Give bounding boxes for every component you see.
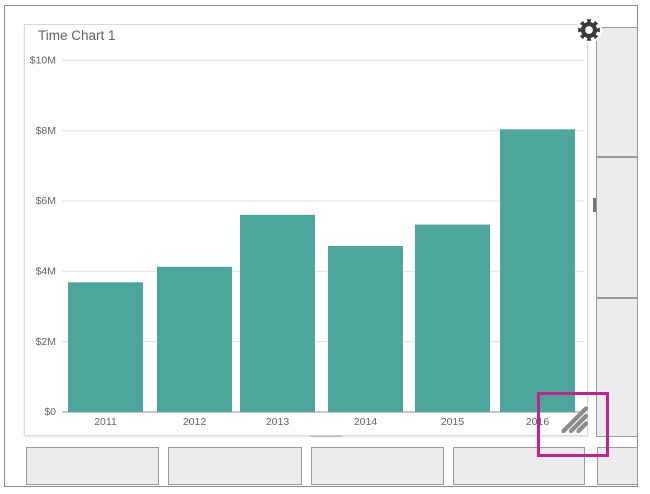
- svg-text:$8M: $8M: [36, 125, 56, 137]
- svg-text:2014: 2014: [354, 416, 378, 428]
- svg-text:2012: 2012: [183, 416, 207, 428]
- svg-text:2011: 2011: [94, 416, 117, 428]
- svg-text:$4M: $4M: [36, 266, 56, 278]
- svg-text:$6M: $6M: [36, 195, 56, 207]
- svg-text:2015: 2015: [441, 416, 465, 428]
- svg-text:$0: $0: [44, 406, 56, 418]
- svg-text:$2M: $2M: [36, 336, 56, 348]
- svg-text:$10M: $10M: [30, 55, 56, 67]
- svg-text:2013: 2013: [266, 416, 290, 428]
